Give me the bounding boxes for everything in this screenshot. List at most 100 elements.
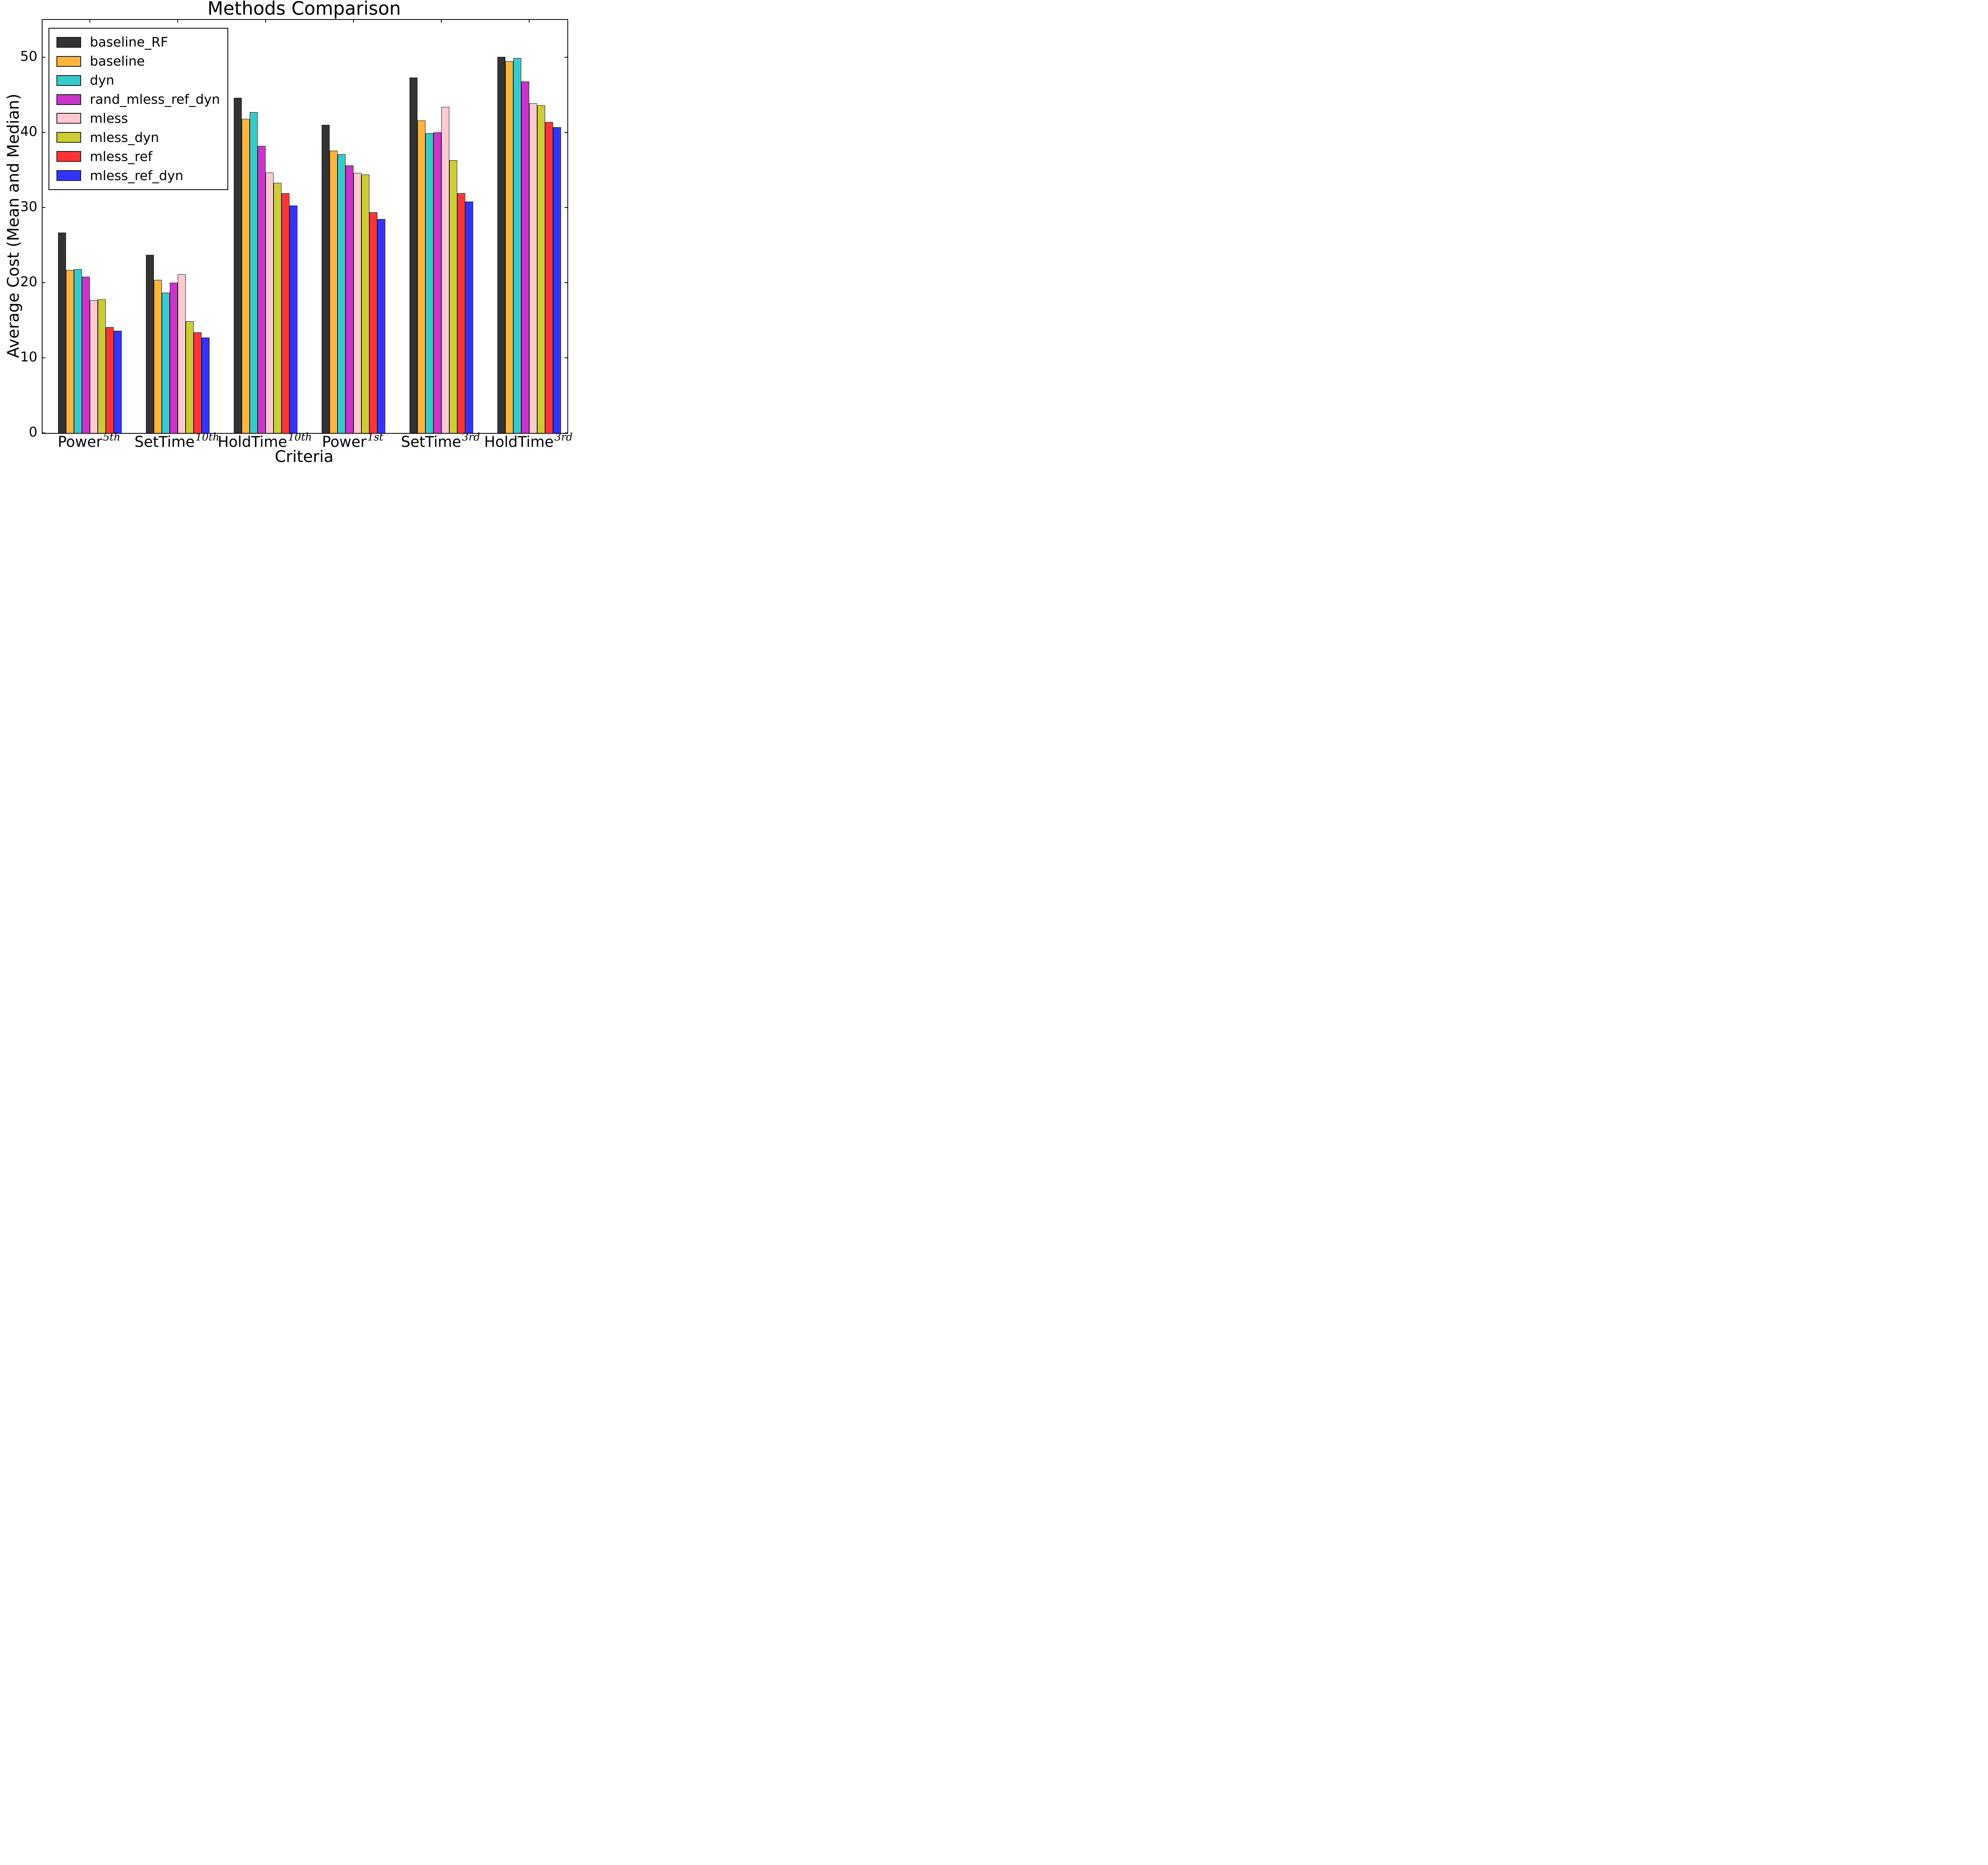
bar-mless_dyn-group3: [274, 182, 282, 433]
x-tick-label-text: SetTime: [401, 433, 461, 450]
bar-baseline-group3: [242, 119, 250, 433]
legend-swatch-rand_mless_ref_dyn: [56, 94, 81, 105]
x-tick: [529, 20, 530, 23]
bar-dyn-group5: [425, 133, 433, 433]
x-tick-label-superscript: 10th: [288, 431, 312, 443]
bar-baseline_RF-group3: [234, 98, 242, 433]
bar-baseline_RF-group1: [58, 232, 66, 433]
bar-baseline_RF-group6: [497, 56, 505, 433]
y-tick-label: 10: [20, 349, 37, 365]
bar-mless-group5: [441, 107, 449, 433]
bar-mless_ref_dyn-group2: [202, 338, 210, 433]
x-tick-label-power-1st: Power1st: [273, 431, 432, 450]
legend-swatch-baseline: [56, 56, 81, 67]
x-tick-label-text: Power: [58, 433, 103, 450]
legend-item-mless_ref_dyn: mless_ref_dyn: [56, 167, 220, 183]
legend-item-mless_dyn: mless_dyn: [56, 130, 220, 145]
x-tick-label-text: SetTime: [134, 433, 195, 450]
bar-mless_ref-group1: [106, 327, 114, 433]
y-tick: [43, 357, 45, 359]
y-tick: [43, 132, 45, 133]
bar-mless-group2: [178, 274, 186, 433]
bar-mless_ref_dyn-group3: [289, 205, 297, 433]
y-tick: [43, 282, 45, 283]
bar-rand_mless_ref_dyn-group3: [258, 146, 266, 433]
x-tick-label-superscript: 5th: [103, 431, 120, 443]
bar-mless-group1: [90, 300, 98, 433]
bar-baseline-group5: [417, 120, 425, 433]
bar-baseline-group1: [66, 270, 74, 433]
bar-dyn-group6: [513, 58, 521, 433]
bar-rand_mless_ref_dyn-group2: [170, 283, 178, 433]
x-tick: [441, 20, 442, 23]
bar-mless_dyn-group2: [186, 321, 194, 433]
y-tick: [565, 282, 567, 283]
y-tick-label: 20: [20, 274, 37, 290]
x-tick-label-holdtime-3rd: HoldTime 3rd: [449, 431, 575, 450]
legend-swatch-mless_ref_dyn: [56, 170, 81, 181]
legend: baseline_RF baseline dyn rand_mless_ref_dyn…: [49, 28, 228, 190]
bar-mless_ref-group4: [369, 212, 377, 433]
bar-mless-group6: [529, 103, 537, 433]
bar-mless_ref_dyn-group4: [377, 219, 385, 433]
bar-baseline_RF-group2: [146, 255, 154, 433]
bar-mless_dyn-group4: [361, 175, 369, 433]
x-tick-label-settime-10th: SetTime10th: [97, 431, 256, 450]
legend-label-rand_mless_ref_dyn: rand_mless_ref_dyn: [90, 91, 220, 107]
legend-item-mless_ref: mless_ref: [56, 149, 220, 164]
bar-dyn-group4: [338, 154, 346, 433]
legend-item-mless: mless: [56, 111, 220, 126]
bar-mless_dyn-group1: [98, 299, 106, 433]
legend-item-rand_mless_ref_dyn: rand_mless_ref_dyn: [56, 92, 220, 107]
y-tick: [565, 57, 567, 58]
legend-label-baseline_RF: baseline_RF: [90, 34, 168, 50]
bar-dyn-group1: [74, 269, 82, 433]
y-tick-label: 0: [29, 424, 37, 440]
x-tick-label-superscript: 10th: [195, 431, 219, 443]
x-tick-label-text: HoldTime: [217, 433, 287, 450]
bar-dyn-group2: [162, 292, 170, 433]
y-tick: [565, 132, 567, 133]
x-tick-label-power-5th: Power5th: [10, 431, 169, 450]
x-tick-label-superscript: 3rd: [462, 431, 480, 443]
bar-mless-group4: [353, 173, 361, 433]
legend-label-mless_ref_dyn: mless_ref_dyn: [90, 167, 184, 183]
bar-mless_dyn-group5: [449, 160, 457, 433]
x-tick: [353, 20, 354, 23]
legend-item-baseline: baseline: [56, 54, 220, 68]
x-tick-label-text: Power: [322, 433, 367, 450]
legend-label-baseline: baseline: [90, 53, 145, 69]
bar-mless-group3: [266, 172, 274, 433]
bar-rand_mless_ref_dyn-group6: [521, 81, 529, 433]
x-tick-label-text: HoldTime: [484, 433, 554, 450]
bar-mless_ref_dyn-group6: [553, 127, 561, 433]
x-axis-label: Criteria: [275, 448, 334, 466]
y-tick: [565, 357, 567, 359]
chart-title: Methods Comparison: [207, 0, 401, 19]
x-tick: [177, 20, 178, 23]
bar-mless_dyn-group6: [537, 105, 545, 433]
bar-mless_ref-group5: [457, 193, 465, 433]
bar-baseline-group6: [505, 61, 513, 433]
bar-baseline-group4: [330, 150, 338, 433]
y-tick: [43, 207, 45, 208]
legend-label-dyn: dyn: [90, 72, 115, 88]
plot-area: baseline_RF baseline dyn rand_mless_ref_dyn…: [42, 19, 568, 434]
y-tick-label: 50: [20, 49, 37, 65]
bar-mless_ref_dyn-group5: [465, 202, 473, 433]
legend-swatch-mless_dyn: [56, 132, 81, 143]
bar-mless_ref_dyn-group1: [114, 331, 122, 433]
bar-mless_ref-group3: [282, 193, 289, 433]
bar-rand_mless_ref_dyn-group1: [82, 277, 90, 433]
y-tick-label: 40: [20, 124, 37, 140]
x-tick: [89, 20, 90, 23]
legend-item-baseline_RF: baseline_RF: [56, 35, 220, 49]
legend-swatch-dyn: [56, 75, 81, 86]
legend-item-dyn: dyn: [56, 73, 220, 87]
x-tick-label-settime-3rd: SetTime3rd: [361, 431, 520, 450]
x-tick-label-holdtime-10th: HoldTime10th: [185, 431, 344, 450]
bar-baseline-group2: [154, 279, 162, 433]
y-tick: [43, 57, 45, 58]
bar-mless_ref-group6: [545, 122, 553, 433]
legend-label-mless: mless: [90, 110, 128, 126]
